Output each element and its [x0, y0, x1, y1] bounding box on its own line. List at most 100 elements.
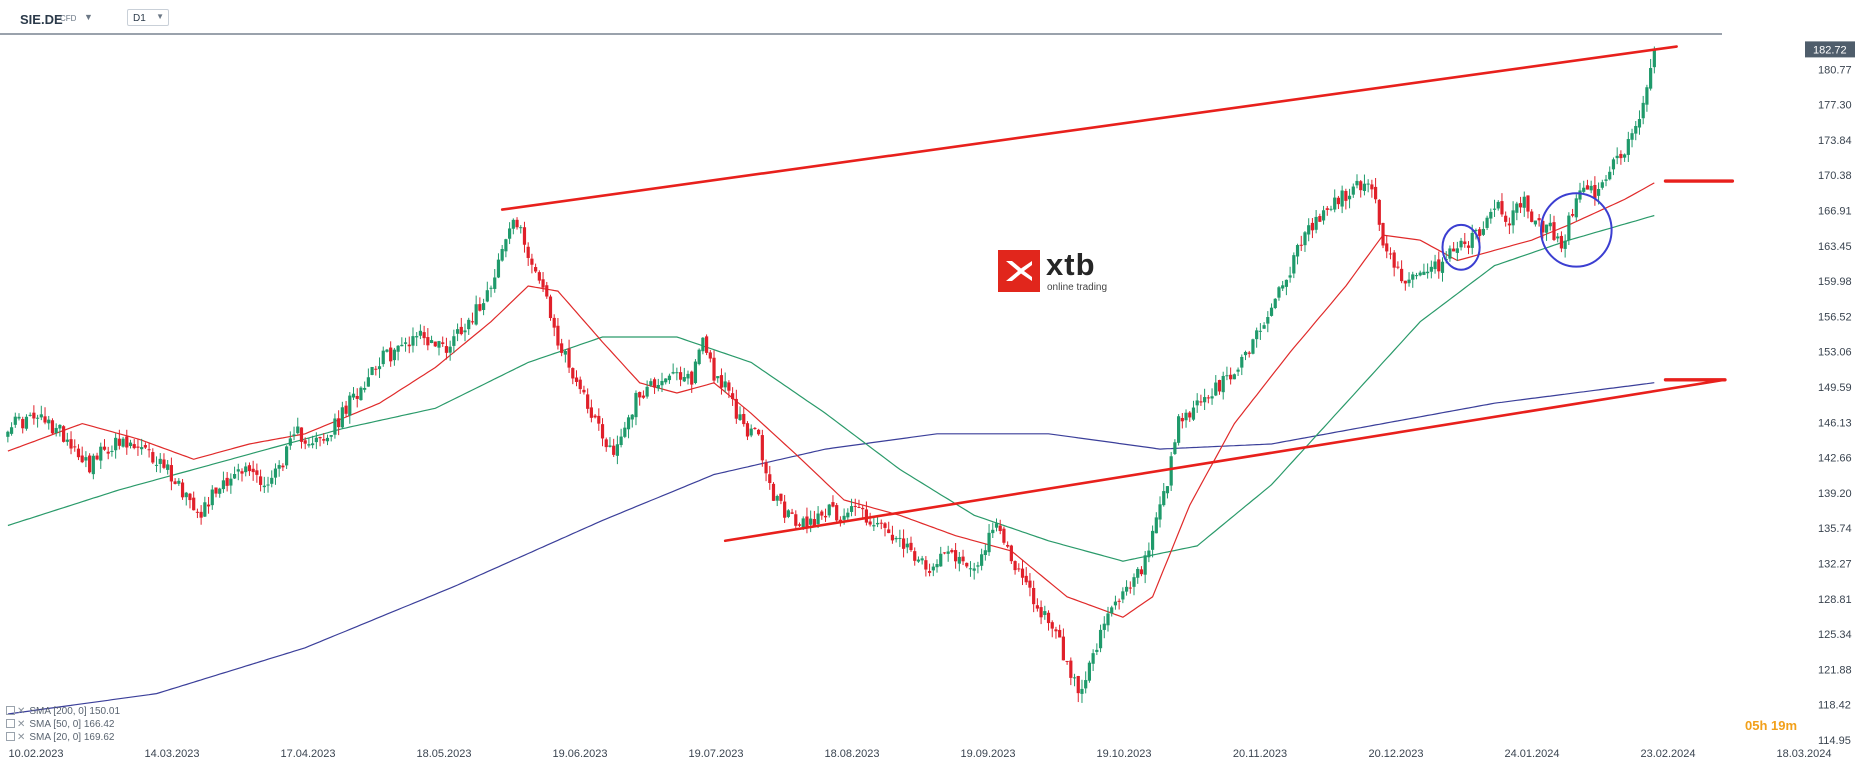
candle[interactable] [1046, 610, 1051, 631]
candle[interactable] [99, 442, 103, 469]
candle[interactable] [322, 433, 326, 444]
candle[interactable] [742, 407, 746, 427]
candle[interactable] [589, 399, 593, 423]
candle[interactable] [1188, 411, 1192, 422]
candle[interactable] [407, 336, 411, 354]
candle[interactable] [994, 518, 999, 532]
candle[interactable] [54, 423, 58, 437]
candle[interactable] [303, 437, 307, 450]
candle[interactable] [664, 378, 668, 385]
candle[interactable] [1017, 563, 1021, 572]
candle[interactable] [693, 359, 698, 385]
candle[interactable] [957, 551, 961, 572]
candle[interactable] [768, 465, 772, 490]
candle[interactable] [675, 367, 679, 381]
candle[interactable] [318, 436, 322, 447]
candle[interactable] [91, 453, 95, 480]
candle[interactable] [381, 346, 385, 367]
candle[interactable] [162, 453, 166, 470]
candle[interactable] [794, 510, 798, 530]
candle[interactable] [1043, 605, 1047, 620]
candle[interactable] [1061, 628, 1065, 661]
candle[interactable] [678, 366, 683, 387]
candle[interactable] [1351, 183, 1355, 198]
candle[interactable] [582, 385, 586, 395]
candle[interactable] [630, 413, 634, 428]
candle[interactable] [1139, 566, 1144, 577]
candle[interactable] [1076, 675, 1080, 703]
candle[interactable] [1392, 250, 1396, 277]
candle[interactable] [812, 510, 816, 527]
candle[interactable] [968, 561, 973, 577]
candle[interactable] [1496, 200, 1500, 211]
chevron-down-icon[interactable]: ▼ [84, 12, 93, 22]
candle[interactable] [556, 318, 560, 350]
candle[interactable] [1548, 214, 1552, 231]
candle[interactable] [1087, 660, 1092, 683]
candle[interactable] [1143, 550, 1147, 584]
annotation-circle[interactable] [1441, 223, 1481, 271]
candle[interactable] [548, 294, 553, 321]
candle[interactable] [1626, 131, 1630, 163]
candle[interactable] [704, 334, 709, 356]
candle[interactable] [1373, 178, 1378, 204]
candle[interactable] [656, 378, 660, 392]
candle[interactable] [225, 472, 229, 492]
candle[interactable] [1054, 626, 1058, 639]
candle[interactable] [1649, 58, 1653, 91]
candle[interactable] [671, 363, 675, 375]
candle[interactable] [1530, 209, 1534, 223]
candle[interactable] [1147, 542, 1151, 563]
candle[interactable] [1366, 179, 1370, 193]
candle[interactable] [1307, 218, 1311, 242]
candle[interactable] [749, 424, 753, 438]
candle[interactable] [1344, 188, 1348, 210]
candle[interactable] [1102, 616, 1106, 639]
candle[interactable] [1002, 526, 1006, 545]
candle[interactable] [452, 329, 456, 354]
candle[interactable] [340, 401, 344, 429]
indicator-legend-sma200[interactable]: ✕ SMA [200, 0] 150.01 [6, 706, 120, 717]
candle[interactable] [1396, 261, 1400, 270]
candle[interactable] [214, 487, 218, 498]
candle[interactable] [1292, 252, 1296, 279]
candle[interactable] [299, 427, 304, 449]
candle[interactable] [504, 238, 508, 258]
candle[interactable] [1032, 580, 1036, 613]
candle[interactable] [1121, 587, 1125, 604]
candle[interactable] [140, 438, 144, 455]
sma-50-line[interactable] [7, 214, 1655, 562]
candle[interactable] [1533, 220, 1538, 227]
candle[interactable] [467, 317, 471, 335]
candle[interactable] [158, 453, 162, 473]
candle[interactable] [1407, 272, 1411, 287]
candle[interactable] [1504, 211, 1508, 227]
candle[interactable] [1563, 234, 1567, 258]
candle[interactable] [1195, 393, 1199, 413]
candle[interactable] [1262, 322, 1266, 329]
candle[interactable] [58, 424, 62, 437]
candle[interactable] [1440, 257, 1445, 282]
candle[interactable] [433, 341, 437, 348]
candle[interactable] [76, 444, 81, 461]
candle[interactable] [511, 218, 515, 235]
candle[interactable] [147, 442, 151, 458]
candle[interactable] [1058, 624, 1062, 638]
candle[interactable] [901, 529, 906, 558]
candle[interactable] [634, 390, 638, 426]
candle[interactable] [1634, 121, 1638, 141]
candle[interactable] [586, 388, 590, 414]
candle[interactable] [950, 548, 954, 554]
candle[interactable] [285, 445, 289, 469]
candle[interactable] [1095, 643, 1099, 656]
candle[interactable] [1128, 581, 1132, 594]
candle[interactable] [545, 281, 549, 299]
candle[interactable] [218, 487, 222, 498]
candle[interactable] [537, 270, 541, 284]
candle[interactable] [1310, 218, 1315, 239]
candle[interactable] [485, 281, 489, 303]
candle[interactable] [1333, 189, 1337, 213]
candle[interactable] [1641, 95, 1645, 125]
candle[interactable] [47, 415, 51, 430]
